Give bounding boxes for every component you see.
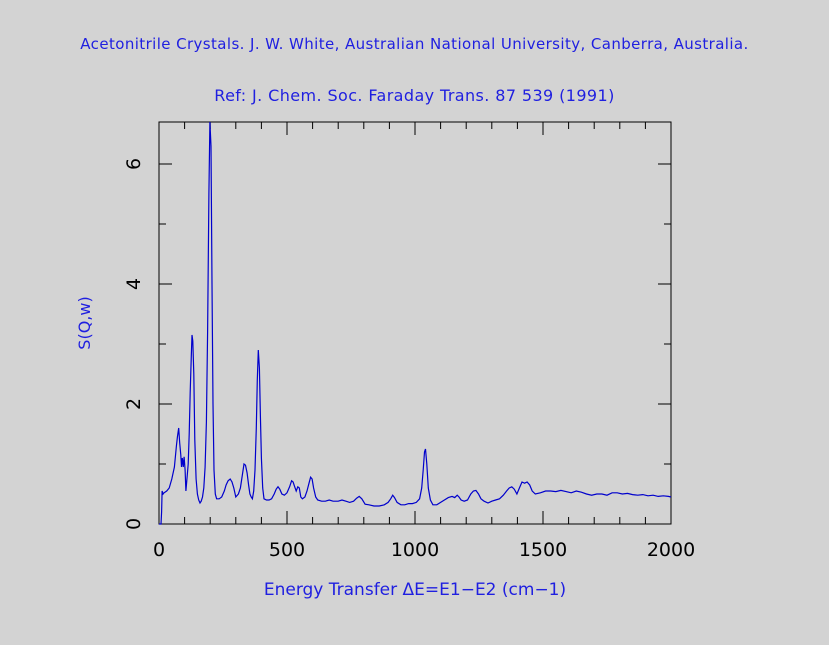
chart-subtitle: Ref: J. Chem. Soc. Faraday Trans. 87 539… <box>214 86 615 105</box>
x-tick-label: 500 <box>269 539 305 561</box>
y-tick-label: 6 <box>123 158 145 170</box>
series-line <box>159 121 672 525</box>
x-tick-label: 1500 <box>519 539 567 561</box>
x-axis-label: Energy Transfer ΔE=E1−E2 (cm−1) <box>264 580 566 600</box>
tick-labels: 0 500 1000 1500 2000 0 2 4 6 <box>123 158 695 561</box>
axis-ticks <box>158 122 672 525</box>
x-tick-label: 1000 <box>391 539 439 561</box>
plot-frame <box>158 121 672 525</box>
x-tick-label: 2000 <box>647 539 695 561</box>
y-tick-label: 2 <box>123 398 145 410</box>
chart-title: Acetonitrile Crystals. J. W. White, Aust… <box>80 35 749 53</box>
x-tick-label: 0 <box>153 539 165 561</box>
y-axis-label: S(Q,w) <box>75 296 94 349</box>
y-tick-label: 4 <box>123 278 145 290</box>
y-tick-label: 0 <box>123 518 145 530</box>
